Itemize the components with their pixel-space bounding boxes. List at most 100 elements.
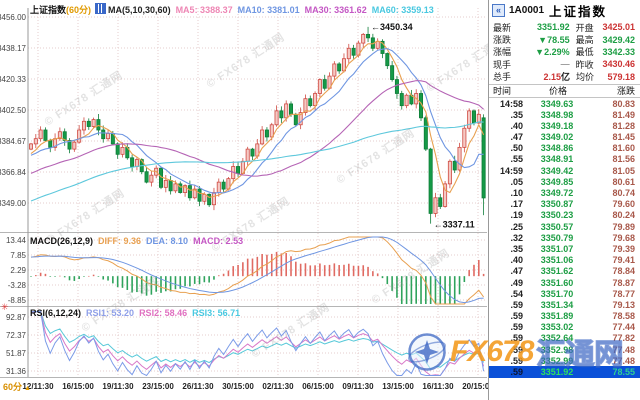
quote-value: 3430.46: [602, 59, 635, 70]
candle-body: [178, 183, 183, 193]
tick-row[interactable]: .59 3352.98 77.48: [489, 344, 640, 355]
tick-row[interactable]: .40 3349.18 81.28: [489, 120, 640, 131]
candle-body: [366, 33, 371, 39]
tick-row[interactable]: .17 3350.87 79.60: [489, 199, 640, 210]
candle-body: [313, 93, 318, 107]
quote-label: 总手: [493, 72, 512, 83]
x-axis-label: 26/11:30: [182, 382, 214, 391]
macd-histogram-bar: [439, 276, 442, 304]
tick-row[interactable]: .54 3351.70 78.77: [489, 288, 640, 299]
candle-body: [467, 110, 472, 129]
tick-row[interactable]: .32 3350.79 79.68: [489, 232, 640, 243]
tick-change: 80.61: [612, 176, 635, 187]
ma-param-label: MA(5,10,30,60): [108, 5, 171, 15]
candle-body: [86, 120, 91, 127]
macd-histogram-bar: [400, 276, 403, 304]
tick-row[interactable]: .59 3351.92 78.55: [489, 366, 640, 378]
tick-row[interactable]: .35 3351.07 79.39: [489, 243, 640, 254]
candle-body: [399, 93, 404, 107]
tick-change: 77.82: [612, 333, 635, 344]
candle-body: [303, 98, 308, 114]
macd-histogram-bar: [68, 276, 71, 281]
candle-body: [346, 47, 351, 60]
main-chart-header: 上证指数(60分) MA(5,10,30,60) MA5: 3388.37 MA10:…: [30, 3, 434, 16]
tick-price: 3351.70: [540, 288, 574, 299]
macd-histogram-bar: [429, 276, 432, 304]
tick-row[interactable]: .59 3351.89 78.58: [489, 311, 640, 322]
period-label: 60分: [3, 382, 23, 392]
macd-histogram-bar: [468, 270, 470, 277]
tick-price: 3351.92: [540, 367, 574, 378]
x-axis-label: 09/11:30: [342, 382, 374, 391]
macd-axis-label: 7.85: [10, 251, 26, 260]
macd-histogram-bar: [107, 276, 109, 281]
legend-item: RSI1: 53.20: [86, 308, 135, 318]
tick-row[interactable]: 14:59 3349.42 81.05: [489, 165, 640, 176]
tick-row[interactable]: 14:58 3349.63 80.83: [489, 98, 640, 109]
quote-label: 均价: [576, 72, 595, 83]
tick-price: 3352.98: [540, 344, 574, 355]
macd-histogram-bar: [444, 276, 446, 304]
tick-row[interactable]: .59 3351.34 79.13: [489, 299, 640, 310]
macd-histogram-bar: [208, 276, 210, 283]
price-axis-label: 3456.00: [0, 13, 27, 22]
tick-row[interactable]: .10 3349.72 80.74: [489, 187, 640, 198]
macd-histogram-bar: [381, 276, 384, 279]
candle-body: [221, 181, 226, 190]
candle-body: [284, 103, 289, 119]
tick-time: .55: [510, 154, 523, 165]
tick-change: 78.84: [612, 266, 635, 277]
x-axis-label: 02/11:30: [262, 382, 294, 391]
macd-histogram-bar: [261, 253, 263, 277]
tick-row[interactable]: .47 3349.02 81.45: [489, 132, 640, 143]
tick-change: 79.39: [612, 243, 635, 254]
candle-body: [192, 188, 197, 199]
candle-body: [67, 140, 72, 150]
tick-row[interactable]: .59 3352.99 77.48: [489, 355, 640, 366]
macd-histogram-bar: [203, 276, 206, 283]
tick-change: 79.13: [612, 299, 635, 310]
indicator-marker-icon: ✳: [1, 302, 9, 312]
candle-body: [38, 129, 43, 140]
tick-row[interactable]: .59 3352.64 77.82: [489, 333, 640, 344]
tick-change: 81.56: [612, 154, 635, 165]
macd-histogram-bar: [237, 264, 239, 277]
tick-row[interactable]: .59 3353.02 77.44: [489, 322, 640, 333]
macd-histogram-bar: [270, 253, 273, 277]
tick-row[interactable]: .40 3351.06 79.41: [489, 255, 640, 266]
tick-row[interactable]: .49 3351.60 78.87: [489, 277, 640, 288]
quote-value: 3342.33: [602, 46, 635, 57]
tick-row[interactable]: .55 3348.91 81.56: [489, 154, 640, 165]
tick-row[interactable]: .35 3348.98 81.49: [489, 109, 640, 120]
tick-change: 81.60: [612, 143, 635, 154]
x-axis-label: 13/15:00: [382, 382, 414, 391]
rsi-header: RSI(6,12,24) RSI1: 53.20 RSI2: 58.46 RSI3: …: [30, 308, 240, 318]
x-axis-label: 16/11:30: [422, 382, 454, 391]
tick-row[interactable]: .19 3350.23 80.24: [489, 210, 640, 221]
tick-row[interactable]: .05 3349.85 80.61: [489, 176, 640, 187]
tick-row[interactable]: .25 3350.57 79.89: [489, 221, 640, 232]
tick-row[interactable]: .47 3351.62 78.84: [489, 266, 640, 277]
macd-histogram-bar: [299, 263, 302, 277]
macd-histogram-bar: [425, 276, 427, 304]
ma10-line: [30, 48, 484, 194]
macd-histogram-bar: [328, 264, 331, 277]
macd-histogram-bar: [386, 276, 389, 285]
period-selector[interactable]: 60分 ▲: [3, 380, 31, 393]
macd-histogram-bar: [49, 276, 52, 277]
tick-price: 3350.23: [540, 210, 574, 221]
panel-toggle-icon[interactable]: «: [492, 4, 505, 17]
candle-body: [260, 129, 265, 145]
tick-table: 14:58 3349.63 80.83 .35 3348.98 81.49 .40 3349.…: [489, 98, 640, 378]
macd-histogram-bar: [102, 276, 105, 280]
tick-row[interactable]: .50 3348.86 81.60: [489, 143, 640, 154]
macd-histogram-bar: [477, 259, 480, 277]
tick-price: 3350.79: [540, 232, 574, 243]
ma-settings-icon[interactable]: [95, 3, 107, 14]
tick-change: 81.28: [612, 120, 635, 131]
macd-histogram-bar: [304, 263, 307, 277]
tick-time: .50: [510, 143, 523, 154]
tick-change: 77.48: [612, 344, 635, 355]
candle-body: [390, 65, 395, 80]
